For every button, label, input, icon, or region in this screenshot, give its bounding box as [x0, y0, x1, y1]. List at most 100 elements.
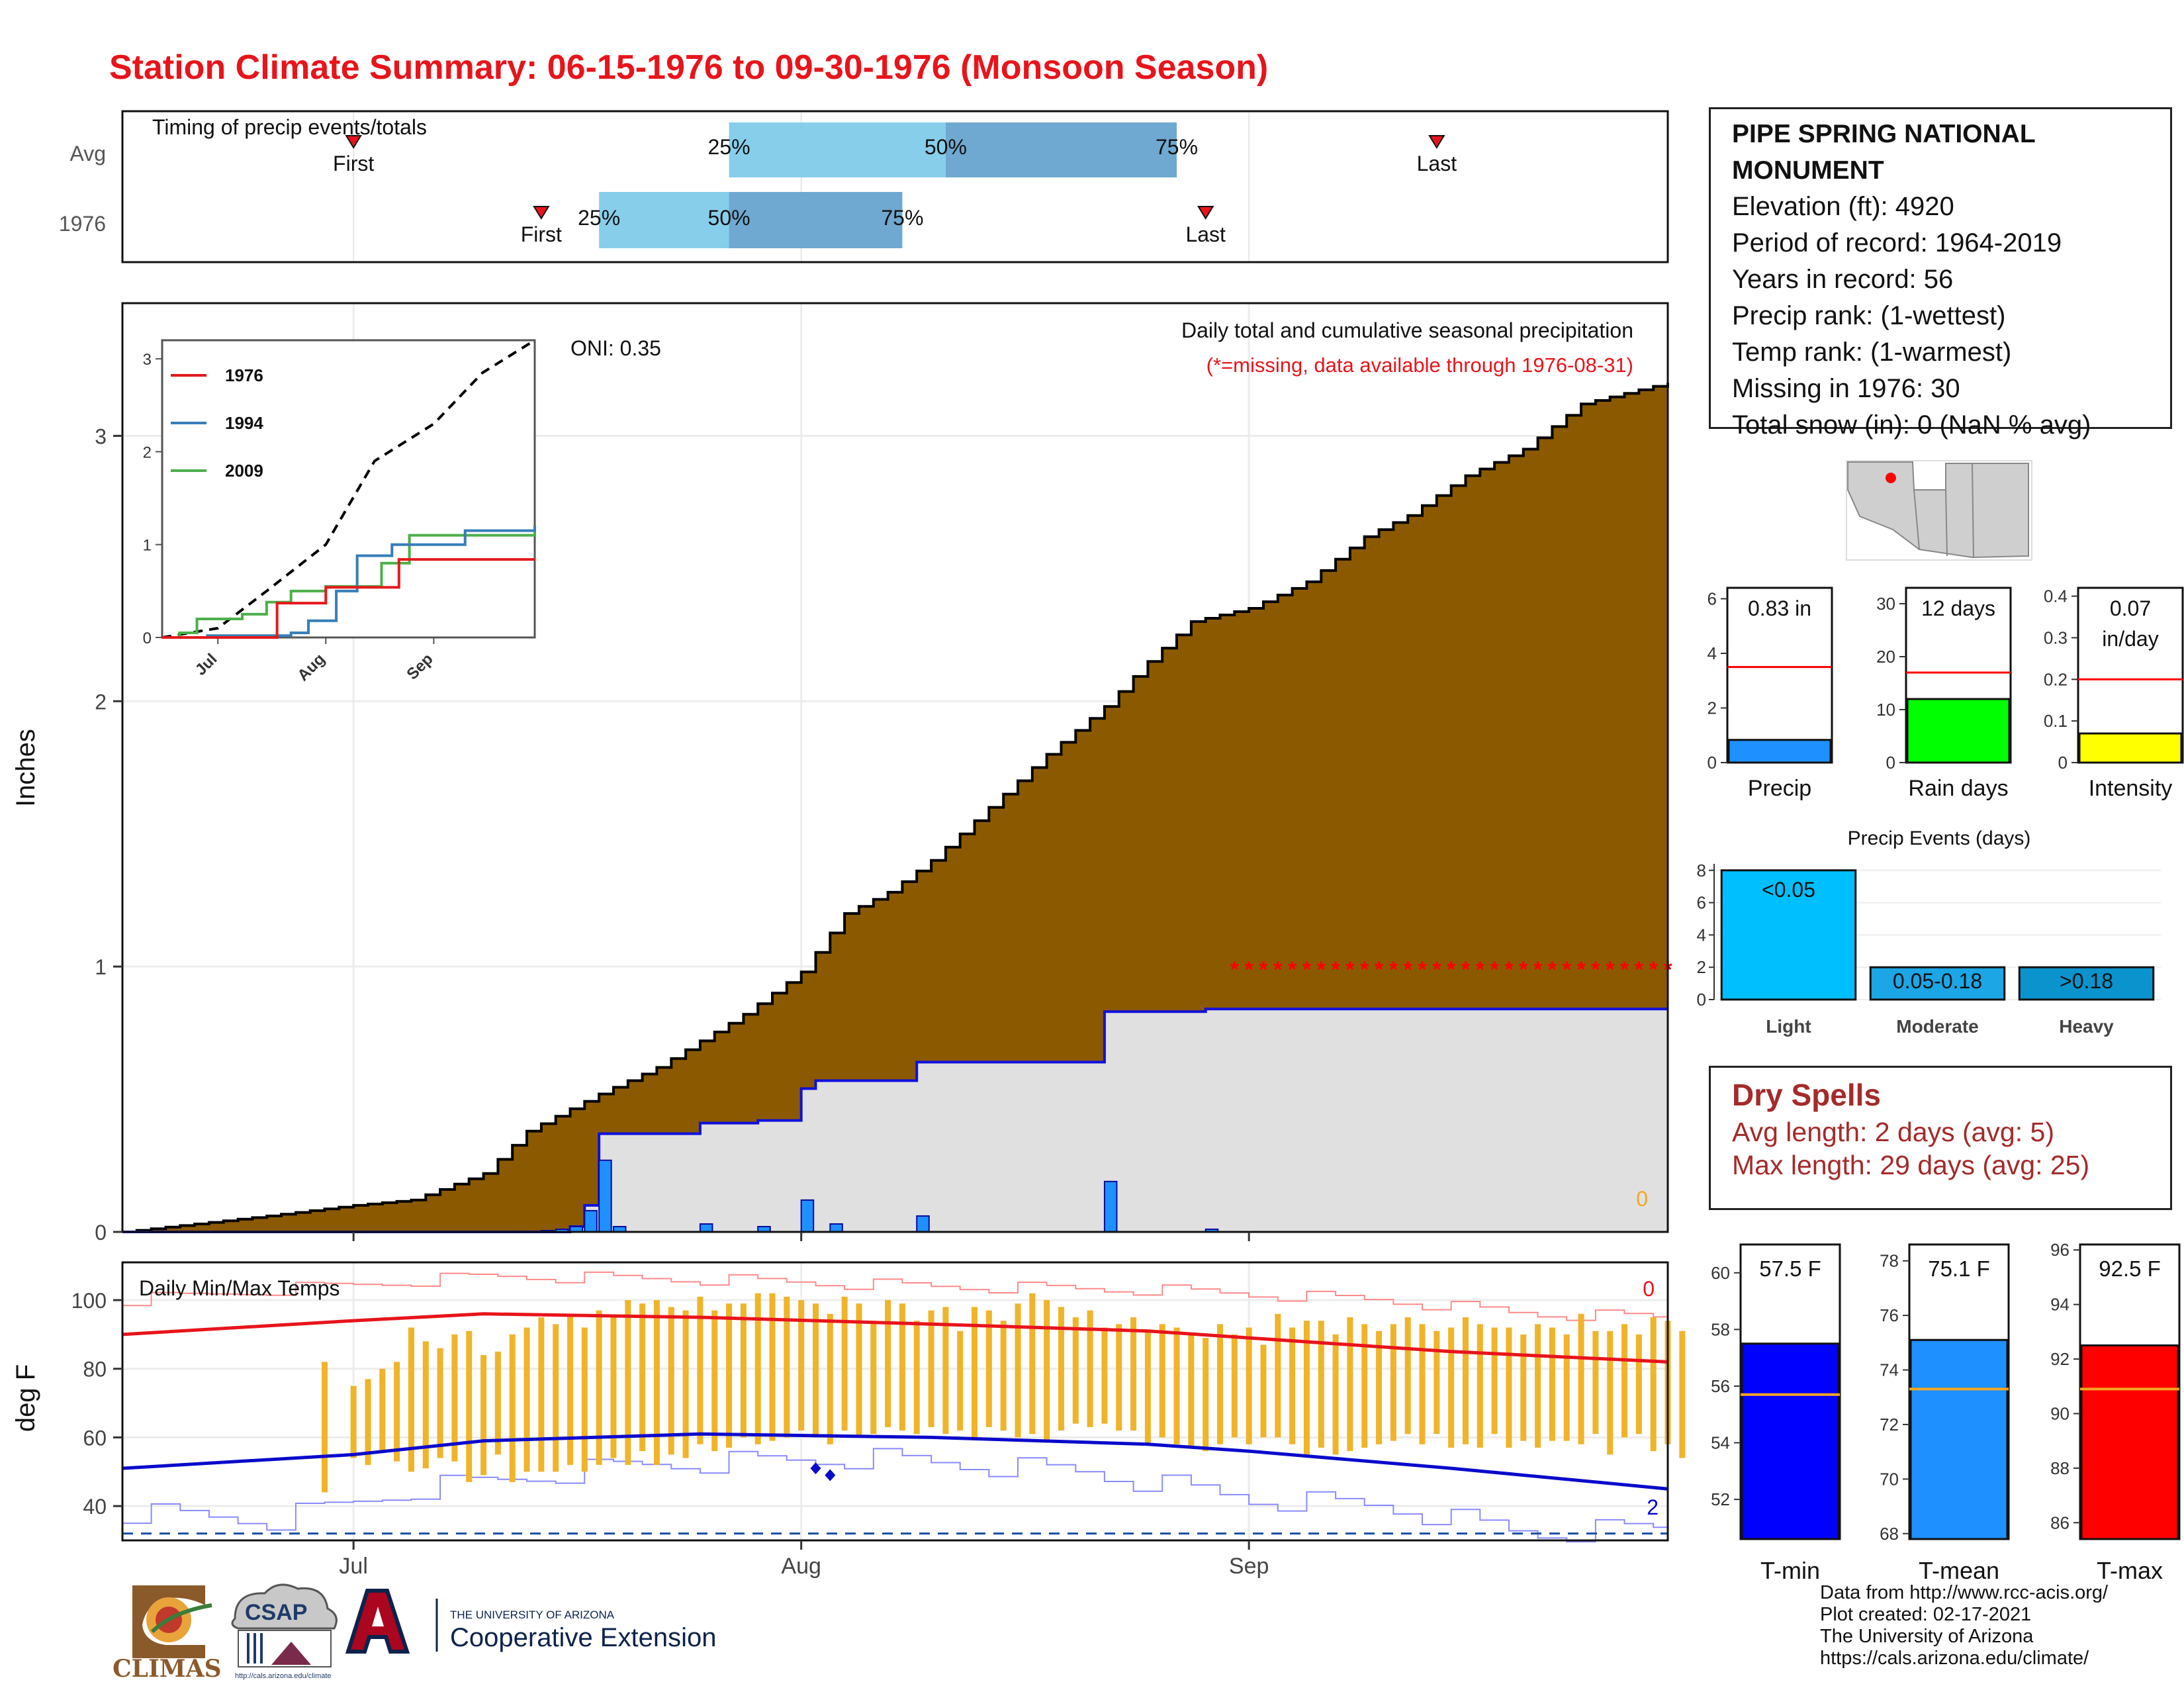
daily-temp-bar — [567, 1313, 573, 1465]
temp-xtick-label: Jul — [339, 1554, 367, 1579]
daily-temp-bar — [379, 1368, 386, 1452]
daily-temp-bar — [1260, 1344, 1267, 1438]
daily-precip-bar — [800, 1199, 815, 1233]
precip-legend-title: Daily total and cumulative seasonal prec… — [1181, 318, 1633, 342]
temp-bar-ytick-label: 96 — [2050, 1240, 2070, 1260]
daily-temp-bar — [1303, 1321, 1310, 1455]
daily-temp-bar — [1173, 1327, 1180, 1444]
daily-temp-bar — [1650, 1317, 1657, 1452]
daily-temp-bar — [581, 1327, 588, 1472]
daily-temp-bar — [1448, 1327, 1455, 1448]
timing-last-marker — [1197, 206, 1214, 220]
events-title: Precip Events (days) — [1848, 827, 2031, 849]
timing-row-1976: 1976 — [59, 212, 106, 236]
temp-bar-ytick-label: 70 — [1880, 1469, 1899, 1489]
mini-bar-precip: 0 2 4 6 0.83 in Precip — [1707, 586, 1833, 801]
mini-bar-ytick-label: 0 — [1707, 753, 1717, 773]
daily-temp-bar — [1607, 1331, 1614, 1455]
mini-bar-ytick-label: 2 — [1707, 698, 1717, 718]
csap-url: http://cals.arizona.edu/climate — [235, 1672, 332, 1680]
daily-temp-bar — [885, 1300, 891, 1427]
timing-p75-label: 75% — [1156, 135, 1198, 159]
mini-bar-ytick-label: 0 — [1886, 753, 1895, 773]
missing-marker: * — [1620, 957, 1629, 982]
daily-temp-bar — [1376, 1331, 1383, 1444]
timing-bar-50-75 — [945, 122, 1177, 177]
missing-marker: * — [1461, 957, 1471, 982]
daily-temp-bar — [1563, 1334, 1570, 1441]
credit-line: Data from http://www.rcc-acis.org/ — [1820, 1582, 2109, 1603]
credit-line: Plot created: 02-17-2021 — [1820, 1604, 2032, 1625]
missing-marker: * — [1375, 957, 1384, 982]
precip-frame — [121, 302, 1669, 1233]
daily-temp-bar — [1203, 1338, 1209, 1452]
mini-bar-ytick-label: 6 — [1707, 589, 1717, 609]
daily-temp-bar — [1404, 1317, 1411, 1434]
temp-bar-value — [1909, 1338, 2009, 1540]
events-bar-label: >0.18 — [2060, 969, 2113, 993]
temp-bar-ytick-label: 58 — [1711, 1319, 1730, 1339]
csap-logo: CSAP http://cals.arizona.edu/climate — [231, 1583, 338, 1680]
daily-temp-bar — [1347, 1317, 1353, 1452]
daily-temp-bar — [1332, 1334, 1339, 1455]
daily-temp-bar — [1000, 1321, 1007, 1431]
station-missing: Missing in 1976: 30 — [1732, 374, 1960, 403]
missing-marker: * — [1576, 957, 1586, 982]
timing-p25-label: 25% — [708, 135, 751, 159]
daily-temp-bar — [1101, 1327, 1108, 1424]
daily-temp-bar — [625, 1300, 631, 1465]
mini-bar-ytick-label: 0.3 — [2044, 628, 2068, 647]
missing-marker: * — [1606, 957, 1615, 982]
daily-temp-bar — [711, 1310, 718, 1452]
temp-title: Daily Min/Max Temps — [139, 1276, 340, 1300]
temp-bar-value — [2080, 1344, 2179, 1540]
record-max-line — [122, 1271, 1668, 1321]
events-ytick-label: 4 — [1697, 925, 1706, 945]
missing-marker: * — [1404, 957, 1413, 982]
daily-temp-bar — [451, 1334, 458, 1462]
daily-temp-bar — [769, 1293, 776, 1441]
temp-bar-ytick-label: 68 — [1880, 1524, 1899, 1544]
daily-temp-bar — [682, 1310, 689, 1458]
mini-bar-intensity: 0 0.1 0.2 0.3 0.4 0.07 in/day Intensity — [2044, 586, 2184, 801]
timing-first-label: First — [521, 222, 562, 246]
daily-temp-bar — [784, 1296, 790, 1438]
inset-ytick-label: 0 — [143, 630, 152, 647]
mini-bar-ytick-label: 0.2 — [2044, 669, 2068, 689]
temp-diamond-marker — [825, 1469, 836, 1481]
inset-frame — [161, 339, 536, 639]
daily-temp-bar — [856, 1303, 862, 1438]
timing-first-label: First — [333, 152, 374, 175]
daily-temp-bar — [1592, 1331, 1599, 1434]
climas-logo: CLIMAS — [113, 1585, 222, 1683]
temp-bar-t-min: 52 54 56 58 60 57.5 F T-min — [1711, 1243, 1841, 1584]
daily-temp-bar — [1318, 1321, 1324, 1448]
mini-bar-rain-days: 0 10 20 30 12 days Rain days — [1876, 586, 2012, 801]
daily-temp-bar — [726, 1303, 733, 1448]
temp-bar-ytick-label: 88 — [2050, 1458, 2070, 1478]
page-title: Station Climate Summary: 06-15-1976 to 0… — [109, 48, 1269, 87]
station-precip-rank: Precip rank: (1-wettest) — [1732, 301, 2006, 330]
timing-first-marker — [345, 135, 362, 149]
mini-bar-ytick-label: 0 — [2058, 753, 2068, 773]
timing-first-marker — [533, 206, 550, 220]
daily-temp-bar — [1217, 1324, 1224, 1444]
temp-frame — [121, 1261, 1669, 1542]
timing-p25-label: 25% — [578, 206, 620, 230]
mini-bar-ytick-label: 0.1 — [2044, 711, 2068, 731]
missing-marker: * — [1302, 957, 1312, 982]
ua-logo: THE UNIVERSITY OF ARIZONA Cooperative Ex… — [345, 1589, 716, 1654]
timing-panel: 25% 50% 75% First Last 25% 50% 75% First Last Tim… — [59, 110, 1669, 263]
mini-bar-ytick-label: 0.4 — [2044, 586, 2068, 606]
main-charts: 25% 50% 75% First Last 25% 50% 75% First Last Tim… — [11, 110, 1686, 1579]
mini-bar-category-label: Precip — [1748, 776, 1811, 801]
events-ytick-label: 8 — [1697, 861, 1706, 880]
temp-diamond-marker — [810, 1462, 821, 1475]
daily-temp-bar — [1506, 1327, 1512, 1448]
temp-bar-ytick-label: 60 — [1711, 1263, 1730, 1283]
temp-ytick-label: 40 — [83, 1495, 107, 1519]
credit-line: https://cals.arizona.edu/climate/ — [1820, 1648, 2089, 1669]
station-info: PIPE SPRING NATIONAL MONUMENT Elevation … — [1709, 107, 2172, 440]
daily-temp-bar — [899, 1303, 905, 1431]
